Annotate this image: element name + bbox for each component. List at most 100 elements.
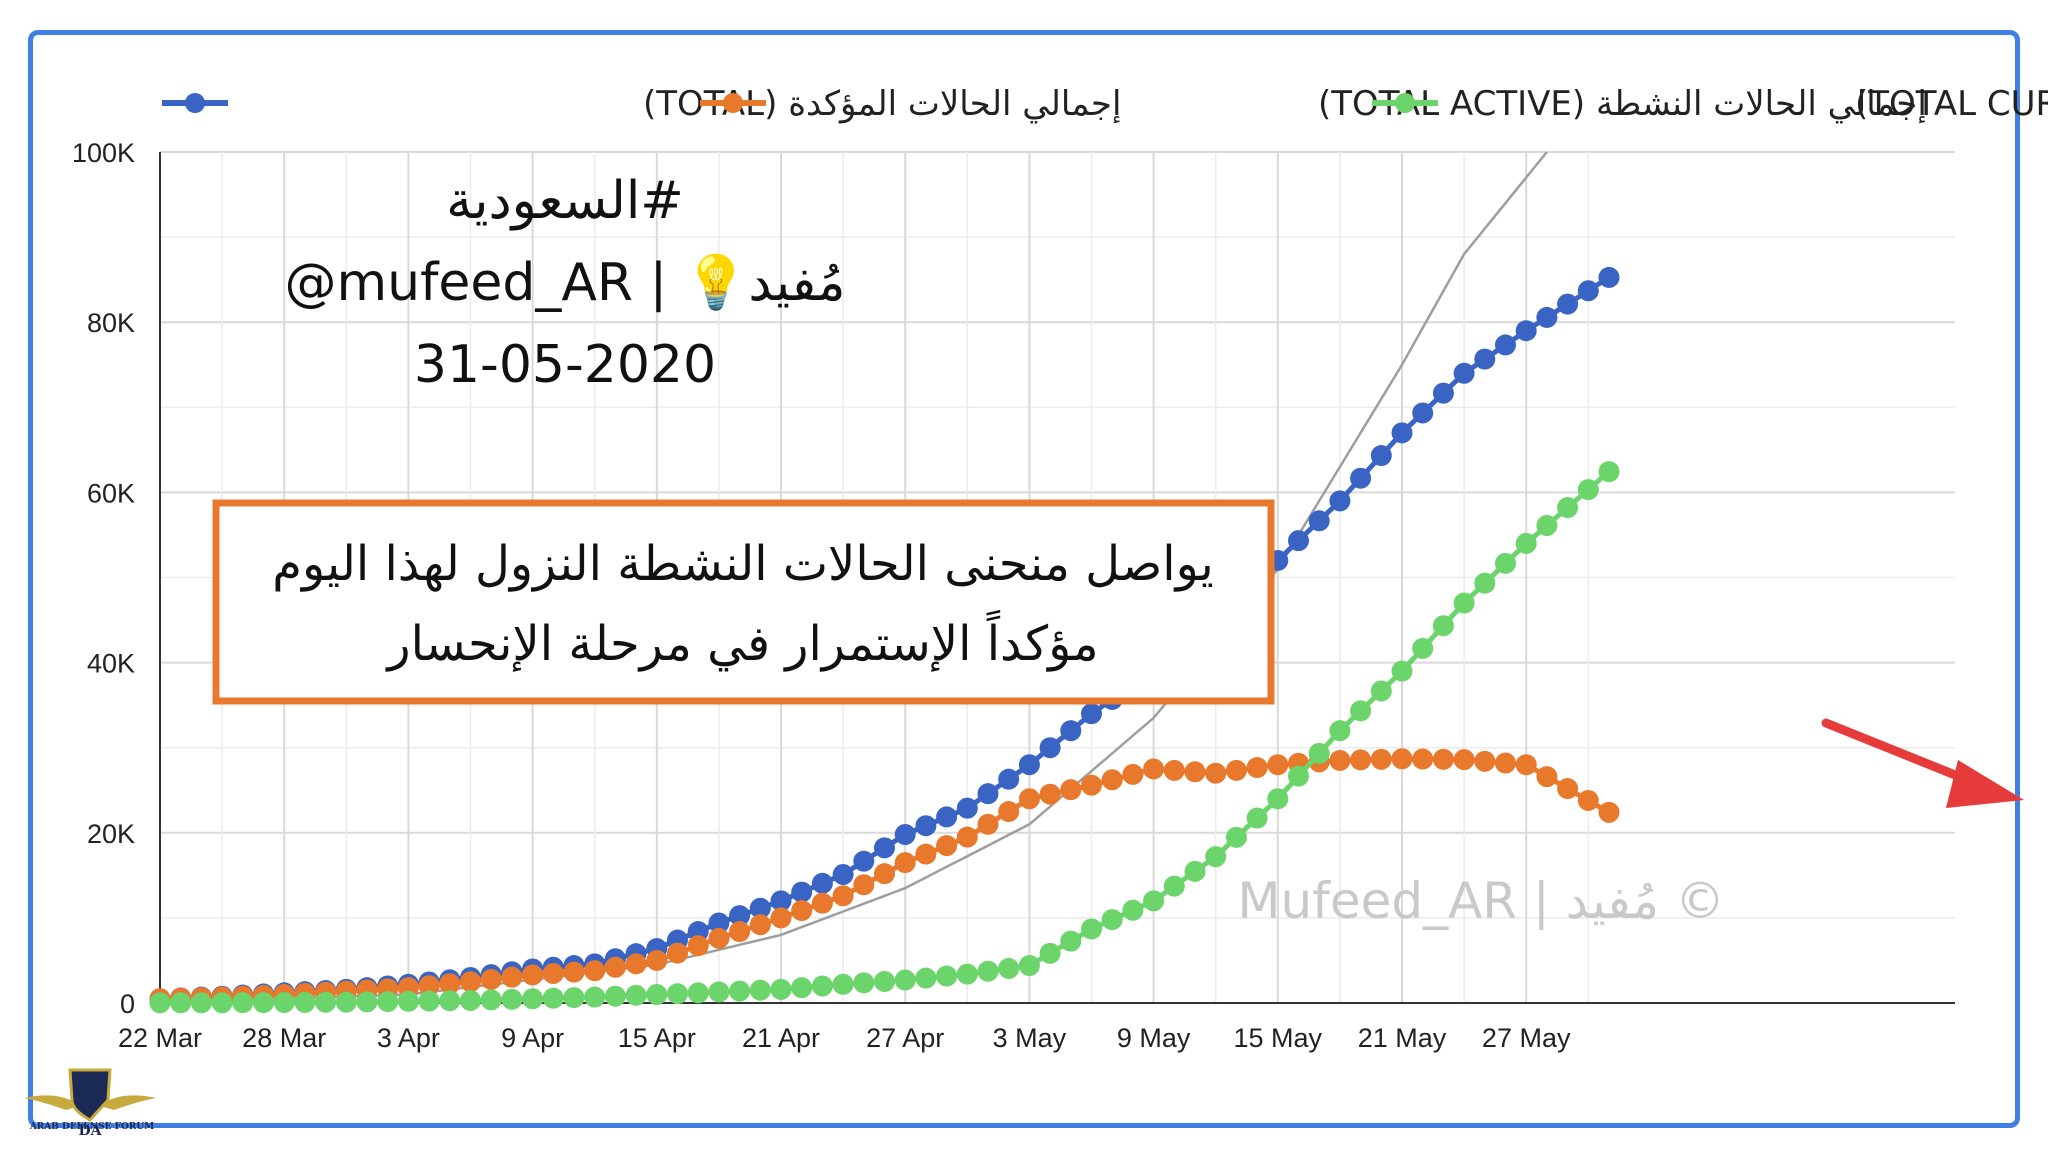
- data-point[interactable]: [977, 813, 999, 835]
- data-point[interactable]: [1039, 737, 1061, 759]
- data-point[interactable]: [501, 988, 523, 1010]
- data-point[interactable]: [874, 970, 895, 992]
- data-point[interactable]: [667, 942, 688, 964]
- data-point[interactable]: [915, 967, 937, 989]
- data-point[interactable]: [646, 949, 668, 971]
- data-point[interactable]: [1495, 334, 1516, 356]
- data-point[interactable]: [584, 986, 606, 1008]
- data-point[interactable]: [894, 969, 916, 991]
- data-point[interactable]: [1184, 860, 1206, 882]
- data-point[interactable]: [729, 905, 751, 927]
- data-point[interactable]: [729, 980, 751, 1002]
- data-point[interactable]: [439, 973, 461, 995]
- data-point[interactable]: [1205, 762, 1227, 784]
- data-point[interactable]: [791, 881, 813, 903]
- legend-item-cure[interactable]: إجمالي الشفاء (TOTAL CURE): [1372, 84, 2048, 124]
- data-point[interactable]: [956, 797, 978, 819]
- data-point[interactable]: [915, 843, 937, 865]
- data-point[interactable]: [874, 837, 895, 859]
- data-point[interactable]: [480, 968, 502, 990]
- data-point[interactable]: [1163, 759, 1185, 781]
- data-point[interactable]: [998, 801, 1020, 823]
- data-point[interactable]: [1536, 766, 1558, 788]
- data-point[interactable]: [170, 992, 192, 1014]
- data-point[interactable]: [1246, 757, 1268, 779]
- data-point[interactable]: [1308, 742, 1330, 764]
- data-point[interactable]: [1598, 266, 1620, 288]
- data-point[interactable]: [811, 872, 833, 894]
- data-point[interactable]: [563, 961, 585, 983]
- data-point[interactable]: [1163, 875, 1185, 897]
- data-point[interactable]: [149, 992, 171, 1014]
- data-point[interactable]: [584, 960, 606, 982]
- data-point[interactable]: [1205, 846, 1227, 868]
- data-point[interactable]: [770, 907, 792, 929]
- data-point[interactable]: [667, 983, 688, 1005]
- data-point[interactable]: [1495, 752, 1516, 774]
- data-point[interactable]: [1515, 754, 1537, 776]
- data-point[interactable]: [1267, 754, 1289, 776]
- data-point[interactable]: [1432, 382, 1454, 404]
- data-point[interactable]: [1474, 572, 1496, 594]
- data-point[interactable]: [1329, 720, 1351, 742]
- data-point[interactable]: [356, 991, 378, 1013]
- data-point[interactable]: [853, 874, 875, 896]
- data-point[interactable]: [542, 962, 564, 984]
- data-point[interactable]: [1391, 660, 1413, 682]
- data-point[interactable]: [1184, 761, 1206, 783]
- data-point[interactable]: [1018, 955, 1040, 977]
- data-point[interactable]: [480, 989, 502, 1011]
- data-point[interactable]: [253, 992, 274, 1014]
- data-point[interactable]: [1557, 497, 1579, 519]
- data-point[interactable]: [1391, 422, 1413, 444]
- data-point[interactable]: [874, 863, 895, 885]
- data-point[interactable]: [190, 992, 212, 1014]
- data-point[interactable]: [1412, 637, 1434, 659]
- data-point[interactable]: [315, 991, 337, 1013]
- data-point[interactable]: [294, 991, 316, 1013]
- data-point[interactable]: [397, 990, 419, 1012]
- data-point[interactable]: [749, 914, 771, 936]
- data-point[interactable]: [1536, 514, 1558, 536]
- data-point[interactable]: [915, 815, 937, 837]
- data-point[interactable]: [1412, 748, 1434, 770]
- data-point[interactable]: [625, 953, 647, 975]
- data-point[interactable]: [1536, 306, 1558, 328]
- data-point[interactable]: [1122, 899, 1144, 921]
- data-point[interactable]: [853, 850, 875, 872]
- data-point[interactable]: [770, 978, 792, 1000]
- data-point[interactable]: [1495, 552, 1516, 574]
- data-point[interactable]: [1577, 479, 1599, 501]
- data-point[interactable]: [1370, 748, 1392, 770]
- data-point[interactable]: [1329, 490, 1351, 512]
- data-point[interactable]: [273, 991, 295, 1013]
- data-point[interactable]: [1577, 789, 1599, 811]
- data-point[interactable]: [894, 824, 916, 846]
- data-point[interactable]: [335, 991, 357, 1013]
- data-point[interactable]: [1557, 293, 1579, 315]
- data-point[interactable]: [1246, 807, 1268, 829]
- data-point[interactable]: [708, 927, 730, 949]
- data-point[interactable]: [811, 892, 833, 914]
- data-point[interactable]: [1081, 703, 1102, 725]
- data-point[interactable]: [1412, 402, 1434, 424]
- data-point[interactable]: [1432, 615, 1454, 637]
- data-point[interactable]: [460, 989, 481, 1011]
- data-point[interactable]: [501, 966, 523, 988]
- data-point[interactable]: [832, 885, 854, 907]
- data-point[interactable]: [832, 973, 854, 995]
- data-point[interactable]: [1101, 909, 1123, 931]
- data-point[interactable]: [1143, 890, 1165, 912]
- data-point[interactable]: [894, 852, 916, 874]
- data-point[interactable]: [1350, 467, 1372, 489]
- data-point[interactable]: [708, 981, 730, 1003]
- data-point[interactable]: [1557, 778, 1579, 800]
- data-point[interactable]: [1350, 700, 1372, 722]
- data-point[interactable]: [439, 990, 461, 1012]
- data-point[interactable]: [418, 975, 440, 997]
- data-point[interactable]: [998, 957, 1020, 979]
- data-point[interactable]: [460, 971, 481, 993]
- data-point[interactable]: [1060, 779, 1082, 801]
- data-point[interactable]: [687, 982, 709, 1004]
- data-point[interactable]: [1453, 749, 1475, 771]
